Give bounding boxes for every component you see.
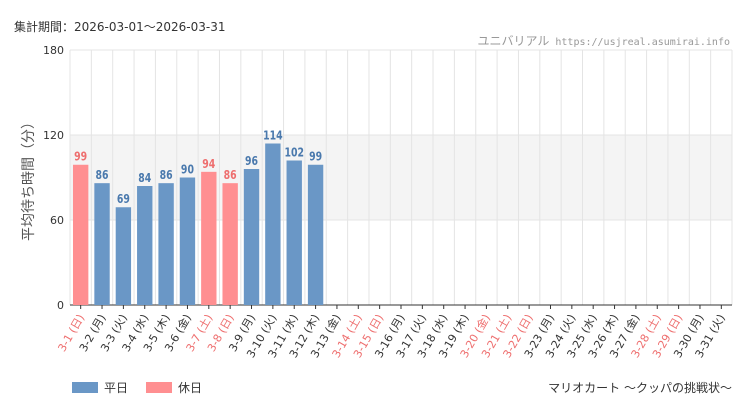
data-label: 114 (263, 128, 283, 142)
holiday-swatch (146, 382, 173, 393)
legend-item-holiday[interactable]: 休日 (146, 379, 202, 396)
legend-label-weekday: 平日 (104, 381, 129, 395)
bar (179, 177, 196, 305)
y-tick-label: 60 (50, 214, 64, 227)
bar (94, 183, 110, 305)
bar (307, 164, 324, 305)
bar (72, 164, 89, 305)
weekday-swatch (72, 382, 98, 393)
bar (201, 171, 217, 305)
y-axis-label: 平均待ち時間（分） (21, 115, 37, 241)
data-label: 86 (224, 168, 237, 182)
collection-period: 集計期間：2026-03-01～2026-03-31 (14, 20, 226, 34)
y-tick-label: 0 (57, 299, 64, 312)
y-tick-label: 180 (43, 44, 64, 57)
data-label: 96 (245, 154, 258, 168)
attraction-name: マリオカート ～クッパの挑戦状～ (548, 381, 732, 395)
data-label: 86 (96, 168, 109, 182)
data-label: 99 (74, 150, 87, 164)
bar (137, 186, 153, 305)
bar (243, 169, 260, 305)
bar (265, 143, 281, 305)
data-label: 94 (202, 157, 215, 171)
data-label: 99 (309, 150, 322, 164)
data-label: 86 (160, 168, 173, 182)
site-url[interactable]: https://usjreal.asumirai.info (555, 37, 730, 48)
data-label: 90 (181, 162, 194, 176)
data-label: 84 (138, 171, 151, 185)
bar (286, 160, 302, 305)
data-label: 69 (117, 192, 130, 206)
bar (158, 183, 174, 305)
brand-label: ユニバリアル https://usjreal.asumirai.info (478, 32, 731, 49)
chart-legend: 平日 休日 (72, 379, 202, 396)
y-tick-label: 120 (43, 129, 64, 142)
bar (222, 183, 238, 305)
legend-label-holiday: 休日 (178, 381, 203, 395)
brand-name: ユニバリアル (477, 34, 550, 48)
data-label: 102 (284, 145, 304, 159)
legend-item-weekday[interactable]: 平日 (72, 379, 128, 396)
bar (115, 207, 132, 305)
